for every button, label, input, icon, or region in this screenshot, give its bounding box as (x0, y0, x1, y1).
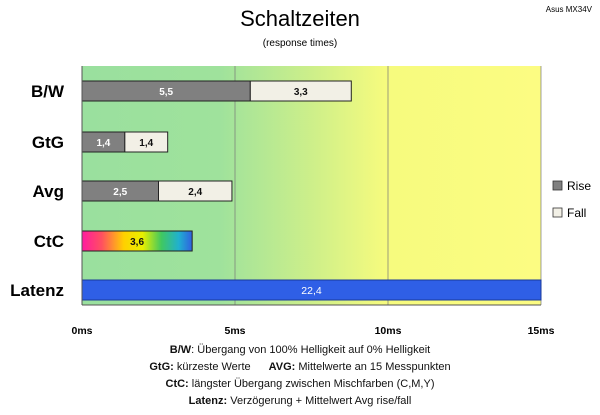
note-latenz: Latenz: Verzögerung + Mittelwert Avg ris… (0, 395, 600, 407)
note-gtg-text: kürzeste Werte (173, 361, 251, 373)
note-ctc-key: CtC: (165, 378, 189, 390)
legend: Rise Fall (552, 179, 591, 220)
note-latenz-key: Latenz: (188, 395, 228, 407)
legend-fall-label: Fall (567, 206, 586, 220)
x-tick-labels: 0ms 5ms 10ms 15ms (71, 325, 554, 337)
gridlines (234, 66, 542, 305)
category-label: CtC (34, 232, 64, 251)
x-tick-label: 5ms (224, 325, 245, 337)
note-ctc-text: längster Übergang zwischen Mischfarben (… (188, 378, 435, 390)
category-label: B/W (31, 82, 65, 101)
fall-value-label: 1,4 (139, 138, 153, 149)
rise-value-label: 1,4 (96, 138, 110, 149)
model-label: Asus MX34V (546, 5, 593, 14)
note-gtg-key: GtG: (149, 361, 174, 373)
x-tick-label: 15ms (528, 325, 555, 337)
rise-value-label: 5,5 (159, 87, 173, 98)
category-label: Avg (33, 182, 65, 201)
bars: 5,5 3,3 1,4 1,4 2,5 2,4 3,6 22,4 (81, 80, 542, 301)
chart-subtitle: (response times) (263, 38, 337, 49)
category-label: GtG (32, 133, 64, 152)
category-labels: B/W GtG Avg CtC Latenz (10, 82, 65, 300)
fall-bar (249, 80, 352, 102)
note-gtg-avg: GtG: kürzeste Werte AVG: Mittelwerte an 1… (0, 361, 600, 373)
x-tick-label: 0ms (71, 325, 92, 337)
fall-value-label: 3,3 (294, 87, 308, 98)
latenz-value-label: 22,4 (301, 285, 322, 297)
chart-title: Schaltzeiten (240, 6, 360, 31)
rise-value-label: 2,5 (113, 187, 127, 198)
fall-bar (124, 131, 169, 153)
note-bw-text: : Übergang von 100% Helligkeit auf 0% He… (191, 344, 431, 356)
note-bw: B/W: Übergang von 100% Helligkeit auf 0%… (0, 344, 600, 356)
legend-rise-swatch (552, 180, 563, 191)
legend-fall-swatch (552, 207, 563, 218)
fall-bar (158, 180, 233, 202)
note-latenz-text: Verzögerung + Mittelwert Avg rise/fall (227, 395, 412, 407)
note-bw-key: B/W (169, 344, 192, 356)
legend-rise-label: Rise (567, 179, 591, 193)
fall-value-label: 2,4 (188, 187, 202, 198)
note-ctc: CtC: längster Übergang zwischen Mischfar… (0, 378, 600, 390)
ctc-value-label: 3,6 (130, 237, 144, 248)
note-avg-text: Mittelwerte an 15 Messpunkten (295, 361, 451, 373)
category-label: Latenz (10, 281, 64, 300)
x-tick-label: 10ms (375, 325, 402, 337)
note-avg-key: AVG: (268, 361, 296, 373)
